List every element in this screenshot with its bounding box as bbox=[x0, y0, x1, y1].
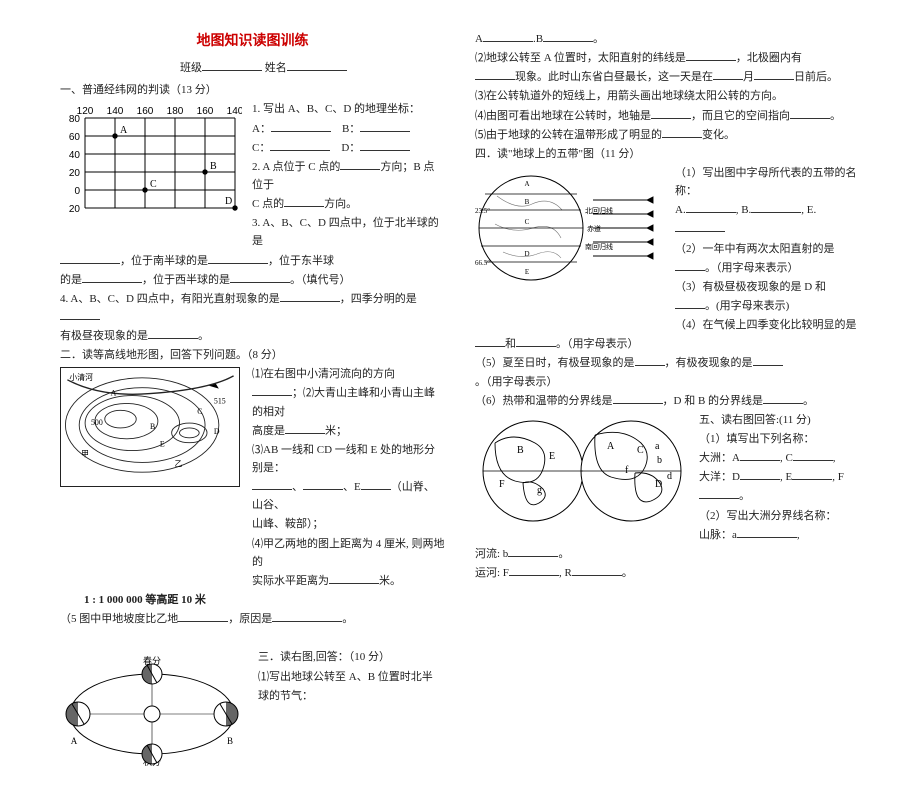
page-title: 地图知识读图训练 bbox=[60, 30, 445, 53]
q1-l1: 1. 写出 A、B、C、D 的地理坐标： bbox=[252, 100, 445, 118]
q1-right-text: 1. 写出 A、B、C、D 的地理坐标： A： B： C： D： 2. A 点位… bbox=[252, 100, 445, 250]
class-label: 班级 bbox=[180, 62, 202, 74]
svg-text:C: C bbox=[150, 179, 157, 190]
left-column: 地图知识读图训练 班级 姓名 一、普通经纬网的判读（13 分） 806040 2… bbox=[60, 30, 445, 767]
svg-text:A: A bbox=[524, 180, 529, 188]
svg-text:515: 515 bbox=[214, 397, 226, 406]
svg-text:E: E bbox=[549, 451, 555, 462]
svg-text:160: 160 bbox=[137, 106, 154, 117]
svg-text:D: D bbox=[655, 479, 662, 490]
svg-text:140: 140 bbox=[107, 106, 124, 117]
five-bands-diagram: A B C D E 23.5° 北回归线 赤道 南回归线 66.5° bbox=[475, 166, 665, 291]
svg-text:160: 160 bbox=[197, 106, 214, 117]
svg-text:B: B bbox=[517, 445, 524, 456]
svg-text:20: 20 bbox=[69, 204, 81, 214]
svg-text:乙: 乙 bbox=[175, 460, 183, 469]
svg-text:0: 0 bbox=[74, 186, 80, 197]
svg-text:g: g bbox=[537, 485, 542, 496]
svg-text:E: E bbox=[525, 268, 529, 276]
svg-text:60: 60 bbox=[69, 132, 81, 143]
svg-text:40: 40 bbox=[69, 150, 81, 161]
hemispheres-diagram: BE Fg AC fD ab d bbox=[475, 413, 690, 528]
svg-text:E: E bbox=[160, 440, 165, 449]
svg-text:D: D bbox=[214, 427, 220, 436]
grid-chart: 806040 20020 120140160 180160140 A B C D bbox=[60, 102, 242, 214]
orbit-diagram: 春分 秋分 AB bbox=[60, 652, 245, 767]
svg-text:a: a bbox=[655, 441, 660, 452]
contour-caption: 1 : 1 000 000 等高距 10 米 bbox=[84, 591, 445, 609]
right-column: A.B。 ⑵地球公转至 A 位置时，太阳直射的纬线是，北极圈内有 现象。此时山东… bbox=[475, 30, 860, 767]
q4-right: （1）写出图中字母所代表的五带的名称： A., B., E. （2）一年中有两次… bbox=[675, 164, 860, 334]
q5-right: 五、读右图回答:(11 分) （1）填写出下列名称： 大洲：A, C, 大洋：D… bbox=[699, 411, 860, 544]
svg-text:B: B bbox=[227, 736, 233, 746]
q2-heading: 二．读等高线地形图，回答下列问题。（8 分） bbox=[60, 346, 445, 364]
q3-right: 三．读右图,回答：（10 分） ⑴写出地球公转至 A、B 位置时北半 球的节气： bbox=[258, 648, 445, 704]
contour-map: A B C D 500 E 甲乙 515 小清河 bbox=[60, 367, 240, 487]
svg-text:120: 120 bbox=[77, 106, 94, 117]
svg-text:B: B bbox=[210, 161, 217, 172]
svg-text:B: B bbox=[150, 422, 155, 431]
svg-text:23.5°: 23.5° bbox=[475, 207, 490, 215]
svg-text:F: F bbox=[499, 479, 505, 490]
svg-text:A: A bbox=[607, 441, 615, 452]
q2-right: ⑴在右图中小清河流向的方向 ；⑵大青山主峰和小青山主峰的相对 高度是米； ⑶AB… bbox=[252, 365, 445, 590]
svg-text:赤道: 赤道 bbox=[587, 224, 601, 233]
svg-text:B: B bbox=[525, 198, 530, 206]
svg-text:A: A bbox=[120, 125, 128, 136]
q3-heading: 三．读右图,回答：（10 分） bbox=[258, 648, 445, 666]
svg-text:20: 20 bbox=[69, 168, 81, 179]
meta-line: 班级 姓名 bbox=[180, 59, 445, 77]
svg-text:b: b bbox=[657, 455, 662, 466]
svg-text:66.5°: 66.5° bbox=[475, 259, 490, 267]
svg-text:甲: 甲 bbox=[81, 450, 89, 459]
q5-heading: 五、读右图回答:(11 分) bbox=[699, 411, 860, 429]
name-label: 姓名 bbox=[265, 62, 287, 74]
svg-text:D: D bbox=[225, 196, 232, 207]
svg-text:500: 500 bbox=[91, 418, 103, 427]
svg-text:180: 180 bbox=[167, 106, 184, 117]
svg-text:d: d bbox=[667, 471, 672, 482]
svg-text:小清河: 小清河 bbox=[69, 372, 93, 382]
q4-heading: 四．读"地球上的五带"图（11 分） bbox=[475, 145, 860, 163]
svg-text:A: A bbox=[71, 736, 78, 746]
svg-text:C: C bbox=[197, 408, 202, 417]
svg-text:C: C bbox=[637, 445, 644, 456]
svg-text:140: 140 bbox=[227, 106, 242, 117]
q1-heading: 一、普通经纬网的判读（13 分） bbox=[60, 81, 445, 99]
svg-text:南回归线: 南回归线 bbox=[585, 242, 613, 251]
svg-text:C: C bbox=[525, 218, 530, 226]
svg-text:A: A bbox=[111, 389, 117, 398]
